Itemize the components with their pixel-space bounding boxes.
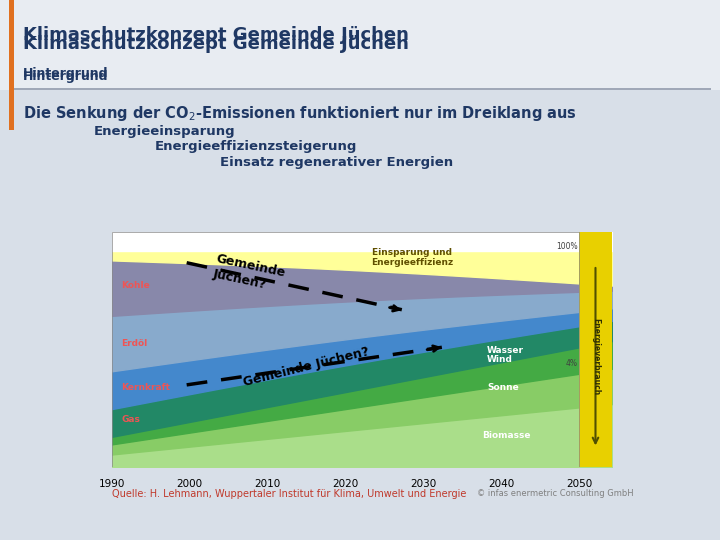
Text: 4%: 4% <box>566 359 578 368</box>
Bar <box>0 0 720 90</box>
Text: Die Senkung der CO$_2$-Emissionen funktioniert nur im Dreiklang aus: Die Senkung der CO$_2$-Emissionen funkti… <box>23 104 577 123</box>
Text: Klimaschutzkonzept Gemeinde Jüchen: Klimaschutzkonzept Gemeinde Jüchen <box>23 35 409 53</box>
Text: Gas: Gas <box>122 415 140 424</box>
Text: Erdöl: Erdöl <box>122 339 148 348</box>
Text: Wasser: Wasser <box>487 346 524 355</box>
Text: Einsparung und
Energieeffizienz: Einsparung und Energieeffizienz <box>371 248 453 267</box>
Text: Biomasse: Biomasse <box>482 431 531 441</box>
Bar <box>9 88 711 90</box>
Bar <box>9 22 14 130</box>
Text: Hintergrund: Hintergrund <box>23 70 109 83</box>
Text: Sonne: Sonne <box>487 383 518 392</box>
Text: Quelle: H. Lehmann, Wuppertaler Institut für Klima, Umwelt und Energie: Quelle: H. Lehmann, Wuppertaler Institut… <box>112 489 466 499</box>
Text: 2050: 2050 <box>567 479 593 489</box>
Text: Energieverbrauch: Energieverbrauch <box>591 318 600 395</box>
Bar <box>580 232 612 467</box>
Text: Energieeinsparung: Energieeinsparung <box>94 125 235 138</box>
Text: Klimaschutzkonzept Gemeinde Jüchen: Klimaschutzkonzept Gemeinde Jüchen <box>23 26 409 44</box>
Text: Wind: Wind <box>487 355 513 364</box>
Text: Einsatz regenerativer Energien: Einsatz regenerativer Energien <box>220 156 453 168</box>
Text: 2010: 2010 <box>254 479 281 489</box>
Text: Energieeffizienzsteigerung: Energieeffizienzsteigerung <box>155 140 357 153</box>
Text: 2000: 2000 <box>176 479 202 489</box>
Text: 2020: 2020 <box>333 479 359 489</box>
Text: 1990: 1990 <box>99 479 125 489</box>
Text: Kernkraft: Kernkraft <box>122 383 171 392</box>
Text: Gemeinde
Jüchen?: Gemeinde Jüchen? <box>212 252 287 294</box>
Text: © infas enermetric Consulting GmbH: © infas enermetric Consulting GmbH <box>477 489 634 498</box>
Text: 2030: 2030 <box>410 479 436 489</box>
Text: Kohle: Kohle <box>122 281 150 291</box>
Text: Hintergrund: Hintergrund <box>23 68 109 80</box>
Text: 100%: 100% <box>557 241 578 251</box>
Text: 2040: 2040 <box>488 479 515 489</box>
Text: Gemeinde Jüchen?: Gemeinde Jüchen? <box>242 345 371 389</box>
Bar <box>9 0 14 90</box>
